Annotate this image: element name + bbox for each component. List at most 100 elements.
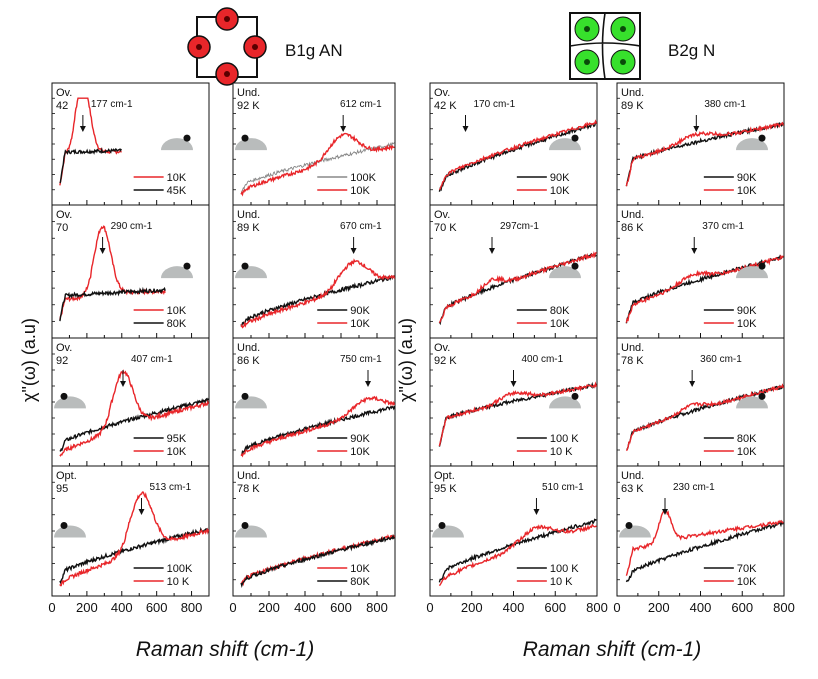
series-line-1 [59,225,166,321]
peak-arrowhead [662,509,669,515]
series-line-1 [438,121,597,192]
x-tick-label: 800 [586,600,608,615]
sample-label: Ov. [56,342,72,354]
legend-label: 90K [737,305,757,317]
x-tick-label: 600 [731,600,753,615]
right-x-label: Raman shift (cm-1) [523,638,702,661]
dome-icon [161,266,193,279]
legend-label: 10K [167,446,187,458]
doping-dot-icon [625,522,633,529]
dome-icon [736,396,768,409]
x-tick-label: 200 [76,600,98,615]
peak-label: 297cm-1 [500,221,539,232]
peak-arrowhead [138,509,145,515]
series-line-2 [438,381,598,447]
doping-dot-icon [60,522,68,529]
dome-icon [235,266,267,279]
peak-label: 513 cm-1 [149,482,191,493]
legend-label: 10K [350,318,370,330]
peak-arrowhead [340,126,347,132]
doping-dot-icon [241,134,249,142]
peak-label: 177 cm-1 [91,99,133,110]
x-tick-label: 800 [181,600,203,615]
temperature-label: 78 K [237,483,260,495]
x-tick-label: 400 [690,600,712,615]
temperature-label: 95 [56,483,68,495]
temperature-label: 95 K [434,483,457,495]
sample-label: Opt. [434,470,455,482]
dome-icon [161,138,193,151]
x-tick-label: 600 [544,600,566,615]
legend-label: 80K [737,433,757,445]
peak-label: 170 cm-1 [473,99,515,110]
legend-label: 10K [167,172,187,184]
sample-label: Ov. [56,87,72,99]
peak-arrowhead [365,381,371,387]
temperature-label: 89 K [621,100,644,112]
series-line-2 [438,523,597,587]
right-y-label: χ"(ω) (a.u) [396,318,416,402]
dome-icon [54,396,86,409]
peak-label: 400 cm-1 [522,354,564,365]
legend-label: 80K [350,576,370,588]
x-tick-label: 600 [146,600,168,615]
peak-label: 407 cm-1 [131,354,173,365]
peak-arrowhead [119,381,126,387]
sample-label: Und. [621,209,644,221]
legend-label: 10 K [550,446,573,458]
doping-dot-icon [241,262,249,270]
x-tick-label: 600 [330,600,352,615]
legend-label: 10K [167,305,187,317]
doping-dot-icon [438,522,446,529]
legend-label: 90K [737,172,757,184]
x-tick-label: 0 [613,600,620,615]
dome-icon [736,266,768,279]
temperature-label: 92 [56,355,68,367]
temperature-label: 70 K [434,222,457,234]
legend-label: 100K [350,172,376,184]
series-line-2 [240,533,396,588]
temperature-label: 70 [56,222,68,234]
x-tick-label: 0 [229,600,236,615]
b2g-lattice-icon [569,12,641,80]
temperature-label: 86 K [621,222,644,234]
sample-label: Und. [621,342,644,354]
legend-label: 90K [350,305,370,317]
peak-arrowhead [689,381,696,387]
temperature-label: 42 [56,100,68,112]
doping-dot-icon [758,262,766,270]
doping-dot-icon [183,134,191,142]
left-header: B1g AN [285,41,343,60]
x-tick-label: 800 [773,600,795,615]
doping-dot-icon [241,392,249,400]
dome-icon [549,266,581,279]
legend-label: 100 K [550,433,579,445]
x-tick-label: 800 [366,600,388,615]
sample-label: Ov. [434,209,450,221]
x-tick-label: 400 [294,600,316,615]
legend-label: 90K [350,433,370,445]
legend-label: 10K [737,446,757,458]
right-header: B2g N [668,41,715,60]
peak-label: 750 cm-1 [340,354,382,365]
sample-label: Opt. [56,470,77,482]
panel-11: 100 K10 K Ov.92 K 400 cm-1 [429,337,598,467]
x-tick-label: 400 [111,600,133,615]
x-tick-label: 200 [258,600,280,615]
series-line-2 [59,147,122,184]
series-line-2 [240,395,396,458]
dome-icon [235,138,267,151]
doping-dot-icon [571,134,579,142]
dome-icon [432,525,464,538]
peak-arrowhead [510,381,517,387]
